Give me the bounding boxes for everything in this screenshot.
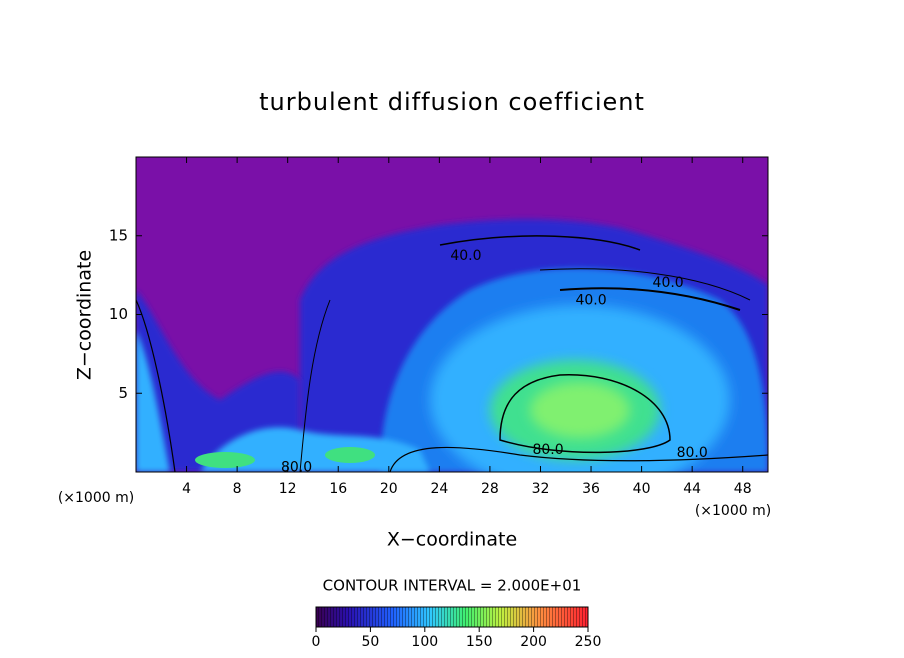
- x-tick-label: 8: [233, 481, 242, 497]
- y-tick-label: 15: [109, 226, 128, 244]
- colorbar-tick-label: 0: [312, 634, 321, 650]
- colorbar-frame: [315, 606, 589, 628]
- contour-label: 40.0: [653, 275, 684, 291]
- y-axis-label: Z−coordinate: [74, 250, 96, 380]
- contour-label: 40.0: [575, 292, 606, 308]
- contour-label: 80.0: [532, 442, 563, 458]
- contour-label: 80.0: [677, 445, 708, 461]
- colorbar-label: CONTOUR INTERVAL = 2.000E+01: [323, 577, 582, 595]
- x-tick-label: 16: [329, 481, 347, 497]
- x-tick-label: 36: [582, 481, 600, 497]
- x-tick-label: 48: [734, 481, 752, 497]
- x-tick-label: 44: [683, 481, 701, 497]
- colorbar-tick-label: 200: [520, 634, 547, 650]
- colorbar-tick-label: 250: [575, 634, 602, 650]
- field: [136, 157, 768, 472]
- x-tick-label: 32: [532, 481, 550, 497]
- x-tick-label: 24: [430, 481, 448, 497]
- x-tick-label: 40: [633, 481, 651, 497]
- colorbar-tick-label: 150: [466, 634, 493, 650]
- y-tick-label: 10: [109, 305, 128, 323]
- contour-label: 40.0: [450, 248, 481, 264]
- x-unit-label: (×1000 m): [695, 503, 771, 519]
- x-tick-label: 4: [182, 481, 191, 497]
- colorbar-tick-label: 50: [361, 634, 379, 650]
- chart-title: turbulent diffusion coefficient: [259, 88, 645, 116]
- x-axis-label: X−coordinate: [387, 529, 517, 551]
- y-unit-label: (×1000 m): [58, 490, 134, 506]
- colorbar-tick-label: 100: [411, 634, 438, 650]
- y-tick-label: 5: [118, 384, 128, 402]
- x-tick-label: 28: [481, 481, 499, 497]
- x-tick-label: 20: [380, 481, 398, 497]
- contour-label: 80.0: [281, 459, 312, 475]
- x-tick-label: 12: [279, 481, 297, 497]
- chart-elements: 4 8 12 16 20 24 28 32 36 40 44 485101540.040.040.08…: [109, 157, 768, 650]
